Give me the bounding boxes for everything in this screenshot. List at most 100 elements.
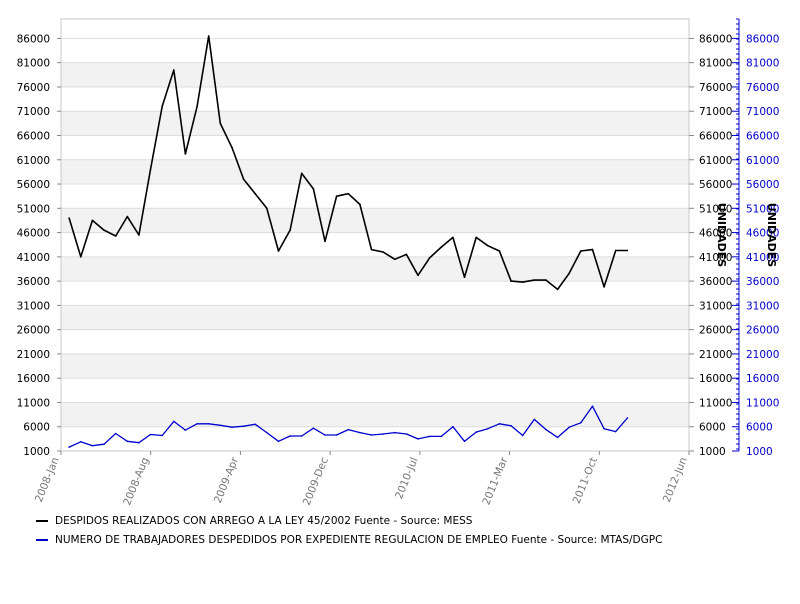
series-1-point (324, 240, 326, 243)
series-1-point (219, 122, 222, 125)
legend-label-1: DESPIDOS REALIZADOS CON ARREGO A LA LEY … (55, 515, 473, 527)
secondary-axis-tick-label: 61000 (746, 155, 779, 167)
series-1-point (242, 178, 245, 180)
left-axis-tick-label: 61000 (17, 155, 50, 167)
grid-band (61, 62, 689, 87)
secondary-axis-tick-label: 66000 (746, 130, 779, 142)
series-2-point (324, 434, 326, 436)
grid-band (61, 256, 689, 282)
series-1-point (207, 35, 210, 37)
series-1-point (347, 192, 350, 195)
series-1-point (103, 229, 105, 231)
left-axis-tick-label: 66000 (17, 130, 50, 142)
series-2-point (91, 444, 94, 447)
left-axis-tick-label: 6000 (23, 422, 50, 434)
series-2-point (533, 418, 536, 421)
right-axis-tick-label: 31000 (699, 300, 732, 312)
series-1-point (603, 286, 605, 288)
x-axis-tick-label: 2008-Jan (33, 456, 62, 504)
series-1-point (533, 279, 536, 281)
series-1-point (277, 250, 280, 252)
legend-swatch-2 (36, 539, 48, 541)
series-2-point (405, 433, 408, 435)
left-axis-tick-label: 86000 (17, 33, 50, 45)
series-1-point (580, 250, 582, 252)
series-1-point (312, 188, 315, 190)
left-axis-tick-label: 16000 (17, 373, 50, 385)
series-2-point (568, 426, 570, 429)
secondary-axis-tick-label: 1000 (746, 446, 773, 458)
series-1-point (568, 272, 570, 275)
y2-axis-title-blue: UNIDADES (765, 203, 778, 268)
series-1-point (359, 203, 361, 206)
grid-band (61, 208, 689, 233)
series-2-point (207, 423, 210, 425)
right-axis-tick-label: 56000 (699, 179, 732, 191)
left-axis-tick-label: 41000 (17, 252, 50, 264)
secondary-axis-tick-label: 71000 (746, 106, 779, 118)
secondary-axis-tick-label: 41000 (746, 252, 779, 264)
series-1-point (266, 207, 268, 210)
left-axis: 1000 6000 11000 16000 21000 26000 31000 36000 41… (17, 33, 61, 458)
series-2-point (219, 424, 222, 427)
left-axis-tick-label: 76000 (17, 82, 50, 94)
grid-band (61, 111, 689, 136)
series-1-point (417, 274, 419, 277)
right-axis-tick-label: 36000 (699, 276, 732, 288)
grid-band (61, 402, 689, 427)
right-axis-tick-label: 66000 (699, 130, 732, 142)
series-1-point (452, 236, 454, 239)
series-2-point (382, 433, 384, 435)
series-1-point (80, 255, 82, 258)
series-1-point (114, 235, 117, 237)
left-axis-tick-label: 21000 (17, 349, 50, 361)
series-1-point (126, 215, 129, 218)
series-1-point (521, 281, 524, 283)
secondary-axis-tick-label: 46000 (746, 228, 779, 240)
grid-lines (61, 37, 689, 452)
right-axis-tick-label: 21000 (699, 349, 732, 361)
left-axis-tick-label: 81000 (17, 58, 50, 70)
right-axis-tick-label: 71000 (699, 106, 732, 118)
series-2-point (417, 438, 419, 440)
series-2-point (242, 425, 245, 428)
series-2-point (80, 441, 82, 443)
grid-bands (61, 62, 689, 427)
right-axis: 1000 6000 11000 16000 21000 26000 31000 36000 41… (689, 33, 732, 458)
left-axis-tick-label: 26000 (17, 325, 50, 337)
series-2-point (440, 435, 443, 438)
series-2-point (289, 435, 291, 437)
plot-frame (60, 18, 690, 452)
right-axis-tick-label: 1000 (699, 446, 726, 458)
series-1-point (254, 192, 256, 195)
series-2-point (428, 435, 431, 438)
series-1-point (335, 195, 338, 197)
series-2-point (347, 428, 350, 431)
grid-band (61, 305, 689, 330)
secondary-axis-tick-label: 31000 (746, 300, 779, 312)
series-1-point (184, 153, 187, 155)
series-2-point (126, 440, 129, 443)
legend-label-2: NUMERO DE TRABAJADORES DESPEDIDOS POR EX… (55, 534, 663, 546)
series-2-point (196, 423, 198, 425)
series-2-point (103, 443, 105, 446)
series-2-point (68, 446, 70, 448)
secondary-axis-tick-label: 76000 (746, 82, 779, 94)
legend-item-2: NUMERO DE TRABAJADORES DESPEDIDOS POR EX… (36, 534, 662, 546)
series-2-point (475, 431, 478, 433)
right-axis-tick-label: 76000 (699, 82, 732, 94)
series-1-point (498, 250, 501, 252)
series-1-point (463, 276, 466, 279)
series-2-point (231, 426, 233, 429)
secondary-axis-tick-label: 86000 (746, 33, 779, 45)
series-2-point (335, 434, 338, 436)
left-axis-tick-label: 71000 (17, 106, 50, 118)
left-axis-tick-label: 11000 (17, 397, 50, 409)
series-1-point (370, 248, 373, 251)
series-1-point (382, 251, 384, 253)
right-axis-tick-label: 41000 (699, 252, 732, 264)
series-2-point (452, 425, 454, 428)
series-2-point (591, 405, 594, 408)
secondary-axis-tick-label: 51000 (746, 203, 779, 215)
